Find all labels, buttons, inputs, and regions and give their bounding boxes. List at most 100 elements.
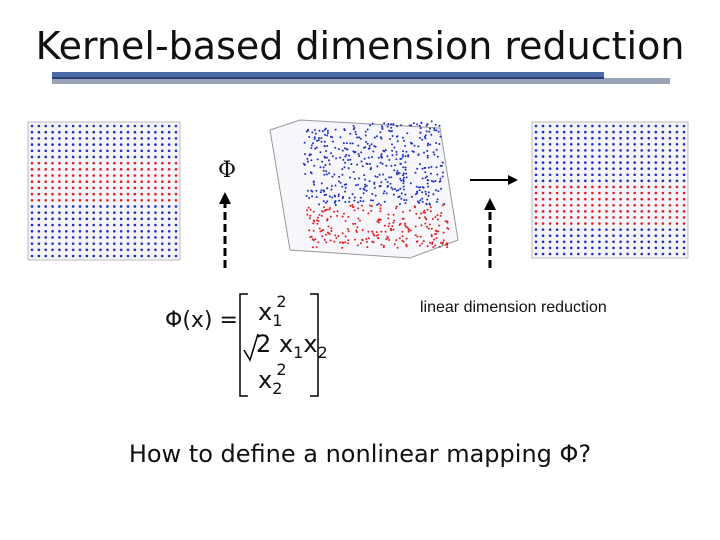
feature-space-dot: [364, 146, 366, 148]
feature-space-dot: [417, 145, 419, 147]
output-grid-dot: [640, 167, 643, 170]
feature-space-dot: [362, 229, 364, 231]
input-grid-dot: [44, 131, 47, 134]
feature-space-dot: [362, 239, 364, 241]
output-grid-dot: [676, 137, 679, 140]
input-grid-dot: [86, 193, 89, 196]
input-grid-dot: [134, 242, 137, 245]
feature-space-dot: [371, 156, 373, 158]
output-grid-dot: [612, 137, 615, 140]
input-grid-dot: [134, 193, 137, 196]
input-grid-dot: [92, 187, 95, 190]
feature-space-dot: [381, 156, 383, 158]
output-grid-dot: [535, 234, 538, 237]
feature-space-dot: [421, 139, 423, 141]
output-grid-dot: [612, 198, 615, 201]
output-grid-dot: [619, 198, 622, 201]
input-grid-dot: [92, 230, 95, 233]
output-grid-dot: [535, 186, 538, 189]
output-grid-dot: [563, 210, 566, 213]
feature-space-dot: [342, 159, 344, 161]
input-grid-dot: [161, 174, 164, 177]
feature-space-dot: [344, 184, 346, 186]
feature-space-dot: [363, 174, 365, 176]
output-grid-dot: [591, 216, 594, 219]
feature-space-dot: [415, 234, 417, 236]
feature-space-dot: [356, 137, 358, 139]
feature-space-dot: [386, 192, 388, 194]
feature-space-dot: [357, 218, 359, 220]
output-grid-dot: [662, 161, 665, 164]
input-grid-dot: [154, 242, 157, 245]
feature-space-dot: [388, 239, 390, 241]
feature-space-dot: [426, 130, 428, 132]
output-grid-dot: [570, 137, 573, 140]
output-grid-dot: [626, 180, 629, 183]
input-grid-dot: [175, 199, 178, 202]
feature-space-dot: [355, 131, 357, 133]
feature-space-dot: [426, 199, 428, 201]
feature-space-dot: [347, 228, 349, 230]
feature-space-dot: [403, 199, 405, 201]
input-grid-dot: [134, 255, 137, 258]
feature-space-dot: [390, 127, 392, 129]
input-grid-dot: [92, 236, 95, 239]
output-grid-dot: [626, 234, 629, 237]
feature-space-dot: [364, 184, 366, 186]
feature-space-dot: [434, 216, 436, 218]
input-grid-dot: [127, 137, 130, 140]
input-grid-dot: [72, 199, 75, 202]
input-grid-dot: [72, 125, 75, 128]
input-grid-dot: [127, 218, 130, 221]
feature-space-dot: [439, 125, 441, 127]
feature-space-dot: [345, 154, 347, 156]
output-grid-dot: [662, 234, 665, 237]
feature-space-dot: [367, 129, 369, 131]
output-grid-dot: [584, 161, 587, 164]
feature-space-dot: [393, 169, 395, 171]
input-grid-dot: [154, 180, 157, 183]
output-grid-dot: [633, 155, 636, 158]
output-grid-dot: [584, 180, 587, 183]
feature-space-dot: [349, 159, 351, 161]
output-grid-dot: [563, 161, 566, 164]
output-grid-dot: [655, 186, 658, 189]
feature-space-dot: [428, 167, 430, 169]
output-grid-dot: [542, 180, 545, 183]
input-grid-dot: [161, 255, 164, 258]
input-grid-dot: [120, 236, 123, 239]
input-grid-dot: [92, 125, 95, 128]
feature-space-dot: [406, 245, 408, 247]
input-grid-dot: [120, 230, 123, 233]
output-grid-dot: [542, 143, 545, 146]
input-grid-dot: [79, 193, 82, 196]
feature-space-dot: [356, 226, 358, 228]
input-grid-dot: [44, 149, 47, 152]
input-grid-dot: [134, 168, 137, 171]
input-grid-dot: [44, 193, 47, 196]
feature-space-dot: [342, 150, 344, 152]
feature-space-dot: [411, 196, 413, 198]
feature-space-dot: [310, 147, 312, 149]
input-grid-dot: [99, 137, 102, 140]
feature-space-dot: [345, 220, 347, 222]
input-grid-dot: [79, 242, 82, 245]
output-grid-dot: [655, 131, 658, 134]
output-grid-dot: [640, 131, 643, 134]
output-grid-dot: [683, 210, 686, 213]
input-grid-dot: [175, 187, 178, 190]
input-grid-dot: [92, 218, 95, 221]
question-text: How to define a nonlinear mapping Φ?: [0, 440, 720, 468]
feature-space-dot: [391, 143, 393, 145]
feature-space-dot: [317, 158, 319, 160]
feature-space-dot: [311, 195, 313, 197]
output-grid-dot: [605, 125, 608, 128]
output-grid-dot: [605, 228, 608, 231]
feature-space-dot: [418, 201, 420, 203]
feature-space-dot: [430, 210, 432, 212]
input-grid-dot: [79, 218, 82, 221]
feature-space-dot: [316, 196, 318, 198]
input-grid-dot: [92, 211, 95, 214]
feature-space-dot: [373, 235, 375, 237]
input-grid-dot: [79, 131, 82, 134]
